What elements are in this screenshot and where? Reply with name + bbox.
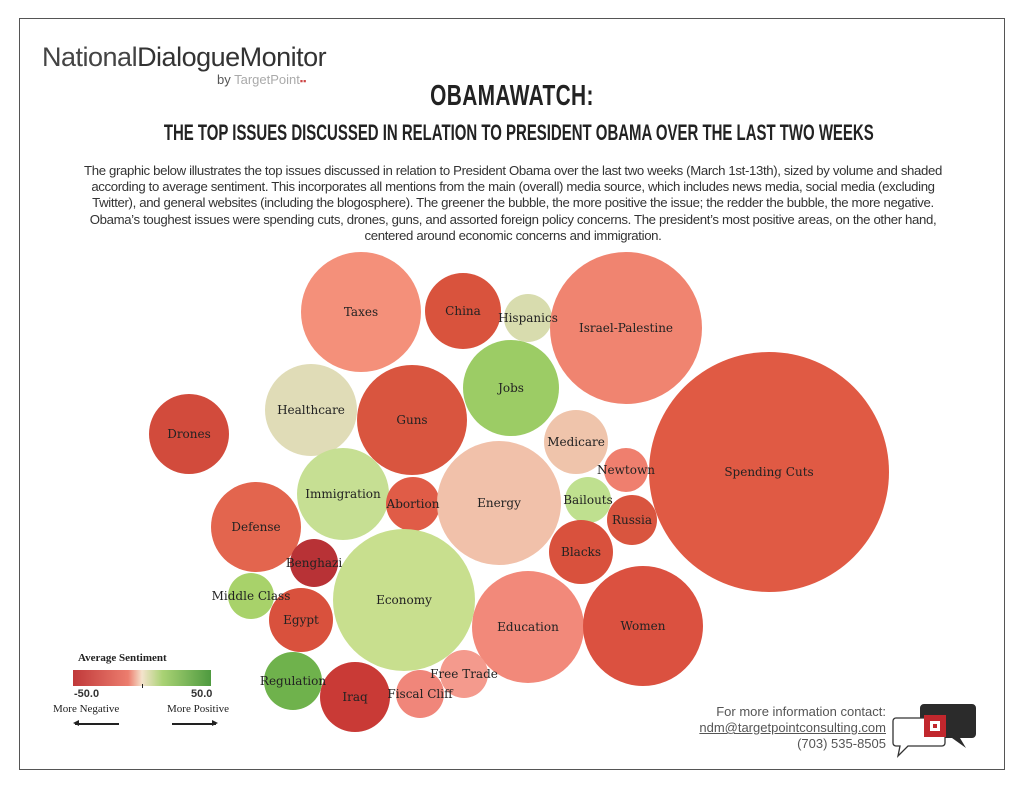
- bubble-bailouts: [565, 477, 611, 523]
- right-arrow-icon: [172, 720, 218, 726]
- bubble-healthcare: [265, 364, 357, 456]
- bubble-label-taxes: Taxes: [344, 305, 378, 319]
- bubble-china: [425, 273, 501, 349]
- bubble-label-fiscal-cliff: Fiscal Cliff: [387, 687, 454, 701]
- logo-wordmark: NationalDialogueMonitor: [42, 42, 327, 73]
- bubble-benghazi: [290, 539, 338, 587]
- legend-midpoint-tick: [142, 684, 143, 688]
- bubble-label-middle-class: Middle Class: [212, 589, 291, 603]
- legend-positive-label: More Positive: [167, 703, 230, 715]
- description: The graphic below illustrates the top is…: [84, 163, 942, 243]
- bubble-russia: [607, 495, 657, 545]
- bubble-label-guns: Guns: [396, 413, 427, 427]
- bubble-label-russia: Russia: [612, 513, 652, 527]
- page-frame: [19, 18, 1005, 770]
- contact-info: For more information contact: ndm@target…: [699, 704, 886, 752]
- legend-min: -50.0: [74, 688, 100, 700]
- bubble-label-defense: Defense: [231, 520, 280, 534]
- bubble-fiscal-cliff: [396, 670, 444, 718]
- logo: NationalDialogueMonitor by TargetPoint▪▪: [42, 42, 327, 87]
- bubble-label-spending-cuts: Spending Cuts: [724, 465, 813, 479]
- bubble-label-egypt: Egypt: [283, 613, 319, 627]
- contact-email-link[interactable]: ndm@targetpointconsulting.com: [699, 720, 886, 735]
- bubble-newtown: [604, 448, 648, 492]
- bubble-free-trade: [440, 650, 488, 698]
- bubble-label-israel-palestine: Israel-Palestine: [579, 321, 673, 335]
- bubble-spending-cuts: [649, 352, 889, 592]
- bubble-label-hispanics: Hispanics: [498, 311, 558, 325]
- bubble-label-education: Education: [497, 620, 559, 634]
- bubble-label-blacks: Blacks: [561, 545, 601, 559]
- bubble-label-jobs: Jobs: [496, 381, 524, 395]
- page-subtitle: THE TOP ISSUES DISCUSSED IN RELATION TO …: [163, 120, 874, 145]
- bubble-label-benghazi: Benghazi: [286, 556, 343, 570]
- bubble-label-bailouts: Bailouts: [563, 493, 613, 507]
- bubble-education: [472, 571, 584, 683]
- bubble-egypt: [269, 588, 333, 652]
- bubble-label-healthcare: Healthcare: [277, 403, 345, 417]
- bubble-abortion: [386, 477, 440, 531]
- bubble-regulation: [264, 652, 322, 710]
- logo-by: by: [217, 72, 231, 87]
- bubble-israel-palestine: [550, 252, 702, 404]
- bubble-guns: [357, 365, 467, 475]
- bubble-blacks: [549, 520, 613, 584]
- speech-bubbles-icon: [892, 704, 976, 758]
- legend-title: Average Sentiment: [78, 652, 167, 664]
- legend-color-scale: [73, 670, 211, 686]
- bubble-label-regulation: Regulation: [260, 674, 326, 688]
- logo-brand: TargetPoint: [234, 72, 300, 87]
- logo-text-bold: DialogueMonitor: [137, 42, 327, 72]
- bubble-label-medicare: Medicare: [547, 435, 605, 449]
- contact-phone: (703) 535-8505: [797, 736, 886, 751]
- left-arrow-icon: [73, 720, 119, 726]
- bubble-middle-class: [228, 573, 274, 619]
- bubble-label-women: Women: [621, 619, 666, 633]
- bubble-label-economy: Economy: [376, 593, 432, 607]
- bubble-defense: [211, 482, 301, 572]
- bubble-label-energy: Energy: [477, 496, 521, 510]
- bubble-label-newtown: Newtown: [597, 463, 655, 477]
- contact-heading: For more information contact:: [716, 704, 886, 719]
- legend-negative-label: More Negative: [53, 703, 120, 715]
- bubble-jobs: [463, 340, 559, 436]
- bubble-immigration: [297, 448, 389, 540]
- bubble-medicare: [544, 410, 608, 474]
- bubble-label-free-trade: Free Trade: [430, 667, 498, 681]
- bubble-energy: [437, 441, 561, 565]
- bubble-label-immigration: Immigration: [305, 487, 381, 501]
- bubble-label-drones: Drones: [167, 427, 211, 441]
- bubble-label-iraq: Iraq: [342, 690, 368, 704]
- bubble-taxes: [301, 252, 421, 372]
- bubble-label-china: China: [445, 304, 481, 318]
- legend-max: 50.0: [191, 688, 213, 700]
- bubble-economy: [333, 529, 475, 671]
- bubble-iraq: [320, 662, 390, 732]
- logo-text-light: National: [42, 42, 138, 72]
- bubble-hispanics: [504, 294, 552, 342]
- logo-squares-icon: ▪▪: [299, 76, 307, 86]
- bubble-drones: [149, 394, 229, 474]
- bubble-label-abortion: Abortion: [386, 497, 440, 511]
- logo-byline: by TargetPoint▪▪: [217, 72, 306, 87]
- bubble-women: [583, 566, 703, 686]
- page-title: OBAMAWATCH:: [430, 80, 594, 112]
